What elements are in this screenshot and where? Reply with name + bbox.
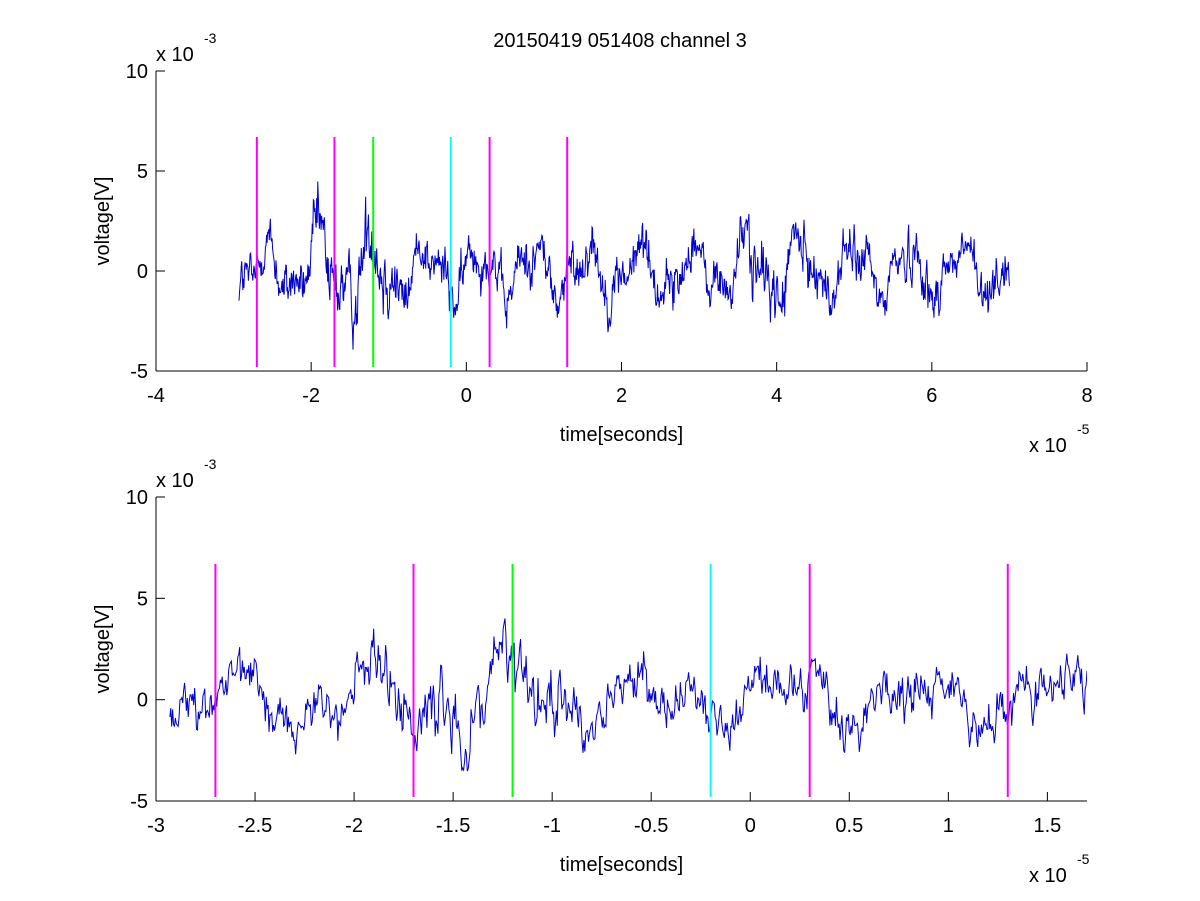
signal-series	[238, 181, 1010, 350]
x-tick-label: -2	[345, 815, 363, 837]
x-axis-label: time[seconds]	[560, 424, 683, 446]
y-tick-label: -5	[130, 361, 148, 383]
x-exponent: x 10	[1029, 435, 1067, 457]
y-axis-label: voltage[V]	[92, 177, 114, 266]
x-tick-label: -1.5	[436, 815, 470, 837]
top-axes: -4 -2 0 2 4 6 8 -5 0 5 10 time[seconds] voltage[V] x …	[92, 30, 1093, 457]
x-tick-label: 0	[461, 385, 472, 407]
x-tick-label: 6	[926, 385, 937, 407]
y-axis-label: voltage[V]	[92, 605, 114, 694]
x-tick-label: 4	[771, 385, 782, 407]
x-tick-label: -2.5	[238, 815, 272, 837]
x-tick-label: -0.5	[634, 815, 668, 837]
x-tick-label: -4	[147, 385, 165, 407]
y-tick-label: 10	[126, 487, 148, 509]
x-exponent-power: -5	[1077, 851, 1090, 867]
x-tick-label: 1.5	[1033, 815, 1061, 837]
x-tick-label: 1	[943, 815, 954, 837]
chart-title: 20150419 051408 channel 3	[493, 30, 747, 52]
y-exponent: x 10	[156, 44, 194, 66]
y-exponent-power: -3	[204, 30, 217, 46]
y-tick-label: 0	[137, 690, 148, 712]
y-exponent: x 10	[156, 470, 194, 492]
signal-series	[169, 618, 1087, 772]
x-tick-label: 0.5	[835, 815, 863, 837]
y-tick-label: -5	[130, 791, 148, 813]
x-axis-label: time[seconds]	[560, 854, 683, 876]
x-tick-label: -1	[543, 815, 561, 837]
x-exponent: x 10	[1029, 865, 1067, 887]
y-tick-label: 5	[137, 161, 148, 183]
y-tick-label: 0	[137, 261, 148, 283]
y-exponent-power: -3	[204, 456, 217, 472]
x-tick-label: -3	[147, 815, 165, 837]
bottom-axes: -3 -2.5 -2 -1.5 -1 -0.5 0 0.5 1 1.5 -5 0 5 10 time[sec…	[92, 456, 1090, 887]
x-tick-label: 0	[745, 815, 756, 837]
y-tick-label: 5	[137, 588, 148, 610]
x-tick-label: 8	[1081, 385, 1092, 407]
x-exponent-power: -5	[1077, 421, 1090, 437]
y-tick-label: 10	[126, 61, 148, 83]
x-tick-label: 2	[616, 385, 627, 407]
x-tick-label: -2	[302, 385, 320, 407]
